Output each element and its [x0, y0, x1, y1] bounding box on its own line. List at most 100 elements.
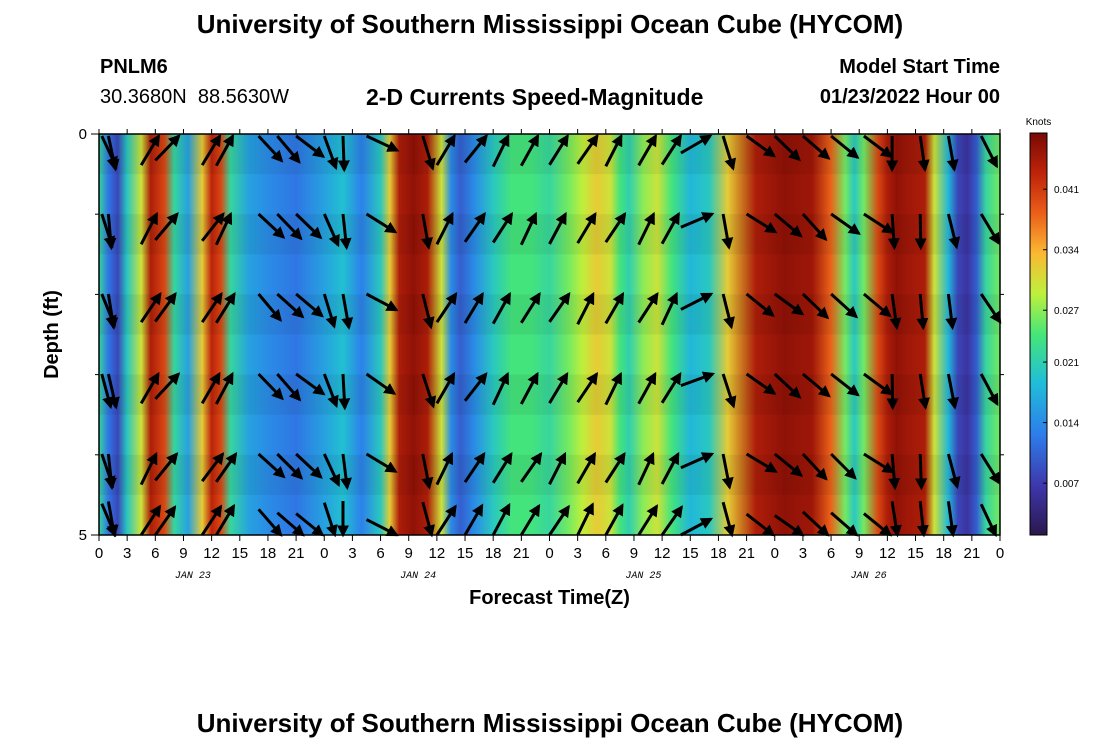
- current-vector-arrow: [139, 451, 158, 486]
- current-vector-arrow: [637, 371, 657, 405]
- current-vector-arrow: [830, 372, 860, 397]
- current-vector-arrow: [721, 453, 734, 490]
- current-vector-arrow: [365, 292, 399, 312]
- current-vector-arrow: [276, 511, 305, 537]
- current-vector-arrow: [660, 133, 682, 166]
- current-vector-arrow: [435, 211, 454, 245]
- current-vector-arrow: [680, 371, 716, 388]
- x-day-label: JAN 25: [625, 571, 661, 582]
- current-vector-arrow: [491, 451, 513, 484]
- current-vector-arrow: [139, 211, 159, 245]
- current-vector-arrow: [862, 134, 894, 158]
- colorbar-scale: [1029, 132, 1048, 536]
- depth-row-band: [99, 214, 1000, 255]
- current-vector-arrow: [830, 292, 859, 319]
- current-vector-arrow: [680, 517, 714, 537]
- current-vector-arrow: [680, 452, 715, 470]
- current-vector-arrow: [548, 451, 567, 485]
- current-vector-arrow: [463, 291, 484, 324]
- current-vector-arrow: [946, 135, 959, 172]
- current-vector-arrow: [491, 371, 509, 406]
- x-tick-label: 12: [203, 545, 220, 562]
- current-vector-arrow: [276, 135, 301, 164]
- current-vector-arrow: [721, 135, 737, 171]
- current-vector-arrow: [215, 452, 238, 483]
- current-vector-arrow: [365, 134, 400, 152]
- x-tick-label: 0: [320, 545, 328, 562]
- model-start-value: 01/23/2022 Hour 00: [819, 86, 1000, 108]
- current-vector-arrow: [945, 293, 958, 331]
- x-tick-label: 21: [288, 545, 305, 562]
- current-vector-arrow: [421, 453, 434, 490]
- current-vector-arrow: [889, 501, 902, 538]
- current-vector-arrow: [916, 293, 929, 331]
- depth-row-band: [99, 134, 1000, 175]
- current-vector-arrow: [801, 452, 828, 481]
- current-vector-arrow: [576, 451, 596, 485]
- current-vector-arrow: [576, 502, 594, 536]
- current-vector-arrow: [154, 292, 177, 323]
- current-vector-arrow: [660, 371, 682, 404]
- current-vector-arrow: [801, 372, 831, 398]
- x-tick-label: 3: [573, 545, 581, 562]
- current-vector-arrow: [322, 502, 338, 538]
- colorbar-title: Knots: [1026, 117, 1052, 128]
- current-vector-arrow: [214, 133, 235, 167]
- x-tick-label: 18: [935, 545, 952, 562]
- current-vector-arrow: [660, 451, 680, 485]
- current-vector-arrow: [257, 293, 282, 322]
- current-vector-arrow: [520, 503, 541, 536]
- x-tick-label: 12: [654, 545, 671, 562]
- current-vector-arrow: [918, 373, 930, 410]
- x-tick-label: 12: [879, 545, 896, 562]
- current-vector-arrow: [863, 372, 894, 396]
- current-vector-arrow: [888, 453, 901, 491]
- current-vector-arrow: [276, 452, 304, 480]
- current-vector-arrow: [862, 292, 892, 318]
- y-tick-label: 5: [79, 527, 87, 544]
- current-vector-arrow: [721, 501, 736, 538]
- current-vector-arrow: [322, 293, 338, 329]
- current-vector-arrow: [830, 511, 859, 537]
- colorbar-tick-label: 0.021: [1054, 358, 1079, 369]
- current-vector-arrow: [830, 212, 861, 235]
- current-vector-arrow: [276, 373, 302, 402]
- chart-title: University of Southern Mississippi Ocean…: [196, 9, 904, 39]
- current-vector-arrow: [916, 501, 929, 538]
- current-vector-arrow: [637, 133, 657, 167]
- current-vector-arrow: [604, 291, 625, 325]
- current-vector-arrow: [773, 212, 803, 238]
- current-vector-arrow: [745, 372, 777, 395]
- current-vector-arrow: [295, 292, 324, 318]
- x-tick-label: 18: [485, 545, 502, 562]
- current-vector-arrow: [680, 212, 715, 229]
- x-tick-label: 9: [405, 545, 413, 562]
- current-vector-arrow: [139, 133, 160, 166]
- current-vector-arrow: [463, 212, 486, 243]
- current-vector-arrow: [257, 508, 283, 537]
- current-vector-arrow: [200, 133, 222, 166]
- colorbar-tick-label: 0.007: [1054, 479, 1079, 490]
- current-vector-arrow: [295, 452, 323, 479]
- current-vector-arrow: [421, 135, 436, 171]
- colorbar: Knots 0.007 0.014 0.021 0.027 0.034 0.041: [1026, 117, 1079, 536]
- current-vector-arrow: [801, 134, 831, 160]
- depth-row-band: [99, 454, 1000, 495]
- x-day-label: JAN 26: [851, 571, 887, 582]
- current-vector-arrow: [889, 293, 902, 331]
- current-vector-arrow: [421, 501, 435, 538]
- current-vector-arrow: [338, 373, 351, 411]
- model-start-label: Model Start Time: [839, 56, 1000, 78]
- current-vector-arrow: [491, 291, 512, 325]
- x-tick-label: 0: [95, 545, 103, 562]
- x-tick-label: 15: [457, 545, 474, 562]
- current-vector-arrow: [886, 373, 899, 411]
- current-vector-arrow: [106, 501, 119, 538]
- x-tick-label: 18: [260, 545, 277, 562]
- current-vector-arrow: [946, 213, 961, 250]
- x-tick-label: 18: [710, 545, 727, 562]
- current-vector-arrow: [721, 373, 737, 409]
- current-vector-arrow: [576, 372, 599, 404]
- x-tick-label: 3: [348, 545, 356, 562]
- current-vectors: [100, 133, 1002, 538]
